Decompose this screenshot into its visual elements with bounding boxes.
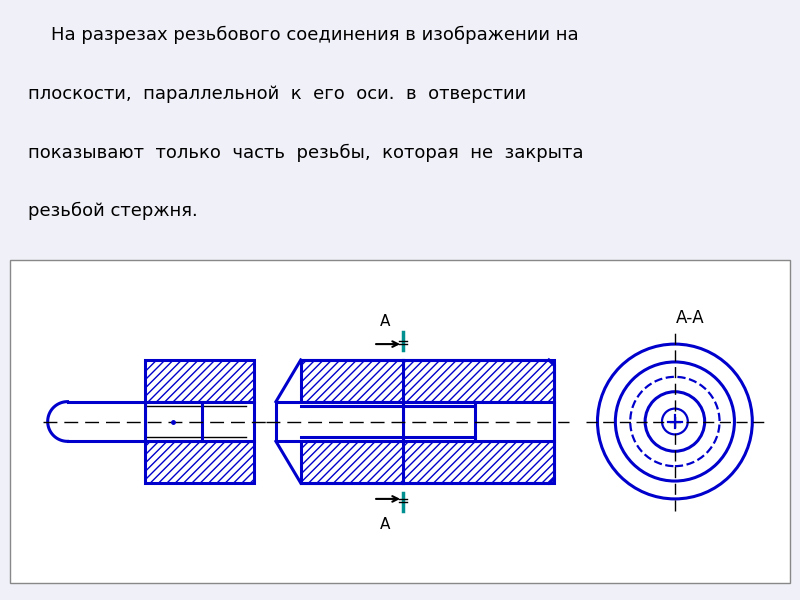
Bar: [403, 401, 554, 442]
Text: показывают  только  часть  резьбы,  которая  не  закрыта: показывают только часть резьбы, которая …: [27, 143, 583, 161]
Text: А: А: [380, 314, 390, 329]
Circle shape: [598, 344, 752, 499]
Text: резьбой стержня.: резьбой стержня.: [27, 202, 198, 220]
Circle shape: [662, 409, 688, 434]
Bar: [301, 442, 403, 483]
Bar: [145, 360, 254, 401]
Circle shape: [645, 392, 705, 451]
Text: плоскости,  параллельной  к  его  оси.  в  отверстии: плоскости, параллельной к его оси. в отв…: [27, 85, 526, 103]
Bar: [403, 360, 554, 401]
Bar: [403, 442, 554, 483]
Bar: [276, 401, 403, 442]
Bar: [301, 360, 403, 401]
Circle shape: [615, 362, 734, 481]
Text: А-А: А-А: [675, 309, 704, 327]
Bar: [67, 401, 145, 442]
Bar: [145, 442, 254, 483]
Circle shape: [615, 362, 734, 481]
Text: А: А: [380, 517, 390, 532]
Text: На разрезах резьбового соединения в изображении на: На разрезах резьбового соединения в изоб…: [27, 26, 578, 44]
Circle shape: [662, 409, 688, 434]
Bar: [145, 401, 254, 442]
